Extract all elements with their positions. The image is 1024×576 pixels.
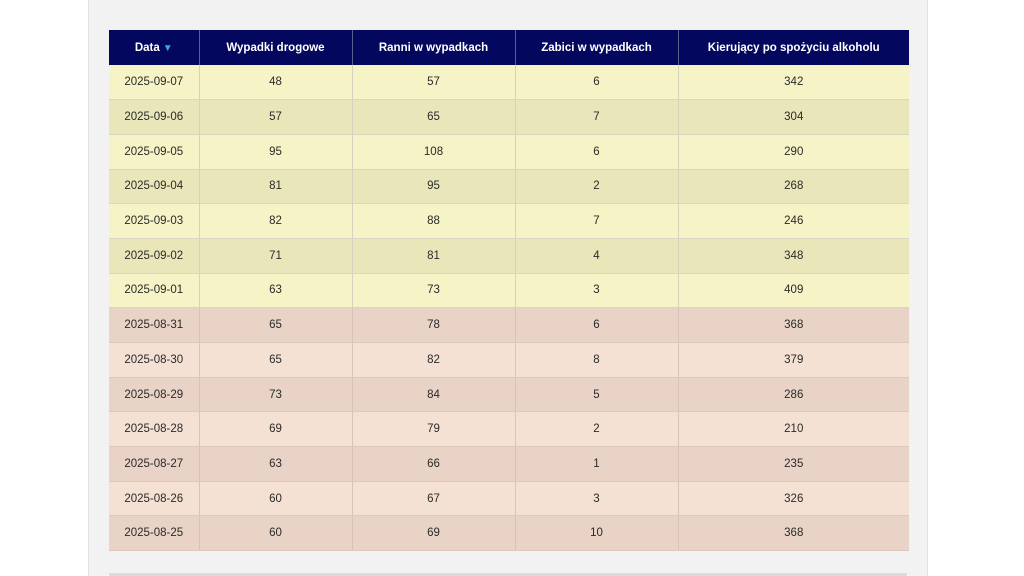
column-header-drunk-drivers[interactable]: Kierujący po spożyciu alkoholu xyxy=(678,30,909,65)
cell-drunk-drivers: 304 xyxy=(678,99,909,135)
cell-accidents: 69 xyxy=(199,411,353,448)
cell-accidents: 95 xyxy=(199,134,353,170)
cell-drunk-drivers: 342 xyxy=(678,65,909,101)
cell-date: 2025-08-28 xyxy=(109,411,200,448)
cell-killed: 7 xyxy=(515,99,679,135)
table-row: 2025-08-29 73 84 5 286 xyxy=(109,377,909,413)
cell-killed: 10 xyxy=(515,515,679,552)
cell-killed: 6 xyxy=(515,307,679,343)
cell-accidents: 63 xyxy=(199,273,353,309)
cell-date: 2025-09-05 xyxy=(109,134,200,170)
cell-date: 2025-08-25 xyxy=(109,515,200,552)
cell-drunk-drivers: 368 xyxy=(678,515,909,552)
cell-drunk-drivers: 246 xyxy=(678,203,909,239)
table-row: 2025-09-03 82 88 7 246 xyxy=(109,203,909,239)
cell-date: 2025-08-26 xyxy=(109,481,200,517)
cell-date: 2025-08-31 xyxy=(109,307,200,343)
cell-accidents: 63 xyxy=(199,446,353,482)
cell-drunk-drivers: 235 xyxy=(678,446,909,482)
cell-injured: 67 xyxy=(352,481,516,517)
column-header-label: Data xyxy=(134,41,160,54)
cell-accidents: 48 xyxy=(199,65,353,101)
sort-desc-icon[interactable]: ▼ xyxy=(162,42,173,54)
cell-accidents: 65 xyxy=(199,307,353,343)
cell-drunk-drivers: 326 xyxy=(678,481,909,517)
content-panel: Data ▼ Wypadki drogowe Ranni w wypadkach … xyxy=(88,0,928,576)
cell-drunk-drivers: 286 xyxy=(678,377,909,413)
cell-injured: 79 xyxy=(352,411,516,448)
cell-accidents: 60 xyxy=(199,481,353,517)
cell-killed: 2 xyxy=(515,169,679,205)
cell-drunk-drivers: 348 xyxy=(678,238,909,274)
cell-drunk-drivers: 409 xyxy=(678,273,909,309)
cell-killed: 2 xyxy=(515,411,679,448)
column-header-injured[interactable]: Ranni w wypadkach xyxy=(352,30,516,65)
cell-injured: 108 xyxy=(352,134,516,170)
cell-killed: 3 xyxy=(515,481,679,517)
cell-injured: 82 xyxy=(352,342,516,378)
cell-date: 2025-08-29 xyxy=(109,377,200,413)
cell-injured: 81 xyxy=(352,238,516,274)
cell-killed: 1 xyxy=(515,446,679,482)
table-row: 2025-09-06 57 65 7 304 xyxy=(109,99,909,135)
cell-injured: 73 xyxy=(352,273,516,309)
cell-killed: 8 xyxy=(515,342,679,378)
cell-injured: 78 xyxy=(352,307,516,343)
table-row: 2025-09-04 81 95 2 268 xyxy=(109,169,909,205)
cell-injured: 84 xyxy=(352,377,516,413)
cell-killed: 6 xyxy=(515,134,679,170)
cell-accidents: 71 xyxy=(199,238,353,274)
table-row: 2025-08-28 69 79 2 210 xyxy=(109,411,909,448)
cell-injured: 95 xyxy=(352,169,516,205)
cell-killed: 4 xyxy=(515,238,679,274)
table-row: 2025-08-27 63 66 1 235 xyxy=(109,446,909,482)
cell-killed: 3 xyxy=(515,273,679,309)
divider xyxy=(109,573,907,576)
cell-accidents: 60 xyxy=(199,515,353,552)
table-row: 2025-08-30 65 82 8 379 xyxy=(109,342,909,378)
cell-drunk-drivers: 210 xyxy=(678,411,909,448)
cell-accidents: 82 xyxy=(199,203,353,239)
cell-accidents: 65 xyxy=(199,342,353,378)
cell-date: 2025-09-03 xyxy=(109,203,200,239)
cell-date: 2025-09-07 xyxy=(109,65,200,101)
cell-accidents: 57 xyxy=(199,99,353,135)
table-row: 2025-09-01 63 73 3 409 xyxy=(109,273,909,309)
cell-accidents: 73 xyxy=(199,377,353,413)
cell-injured: 88 xyxy=(352,203,516,239)
table-row: 2025-09-02 71 81 4 348 xyxy=(109,238,909,274)
cell-date: 2025-09-02 xyxy=(109,238,200,274)
cell-date: 2025-08-27 xyxy=(109,446,200,482)
cell-killed: 7 xyxy=(515,203,679,239)
cell-date: 2025-09-06 xyxy=(109,99,200,135)
table-row: 2025-09-07 48 57 6 342 xyxy=(109,65,909,101)
cell-drunk-drivers: 268 xyxy=(678,169,909,205)
cell-date: 2025-09-04 xyxy=(109,169,200,205)
table-row: 2025-08-26 60 67 3 326 xyxy=(109,481,909,517)
accident-stats-table: Data ▼ Wypadki drogowe Ranni w wypadkach … xyxy=(109,30,909,552)
cell-drunk-drivers: 379 xyxy=(678,342,909,378)
cell-accidents: 81 xyxy=(199,169,353,205)
column-header-date[interactable]: Data ▼ xyxy=(109,30,200,65)
cell-injured: 65 xyxy=(352,99,516,135)
cell-date: 2025-08-30 xyxy=(109,342,200,378)
column-header-accidents[interactable]: Wypadki drogowe xyxy=(199,30,353,65)
cell-injured: 57 xyxy=(352,65,516,101)
cell-date: 2025-09-01 xyxy=(109,273,200,309)
column-header-killed[interactable]: Zabici w wypadkach xyxy=(515,30,679,65)
table-row: 2025-08-31 65 78 6 368 xyxy=(109,307,909,343)
table-row: 2025-08-25 60 69 10 368 xyxy=(109,515,909,552)
cell-injured: 69 xyxy=(352,515,516,552)
table-row: 2025-09-05 95 108 6 290 xyxy=(109,134,909,170)
table-body: 2025-09-07 48 57 6 342 2025-09-06 57 65 7 304 2025… xyxy=(109,65,909,552)
cell-drunk-drivers: 368 xyxy=(678,307,909,343)
cell-drunk-drivers: 290 xyxy=(678,134,909,170)
table-header-row: Data ▼ Wypadki drogowe Ranni w wypadkach … xyxy=(109,30,909,65)
cell-injured: 66 xyxy=(352,446,516,482)
cell-killed: 6 xyxy=(515,65,679,101)
cell-killed: 5 xyxy=(515,377,679,413)
